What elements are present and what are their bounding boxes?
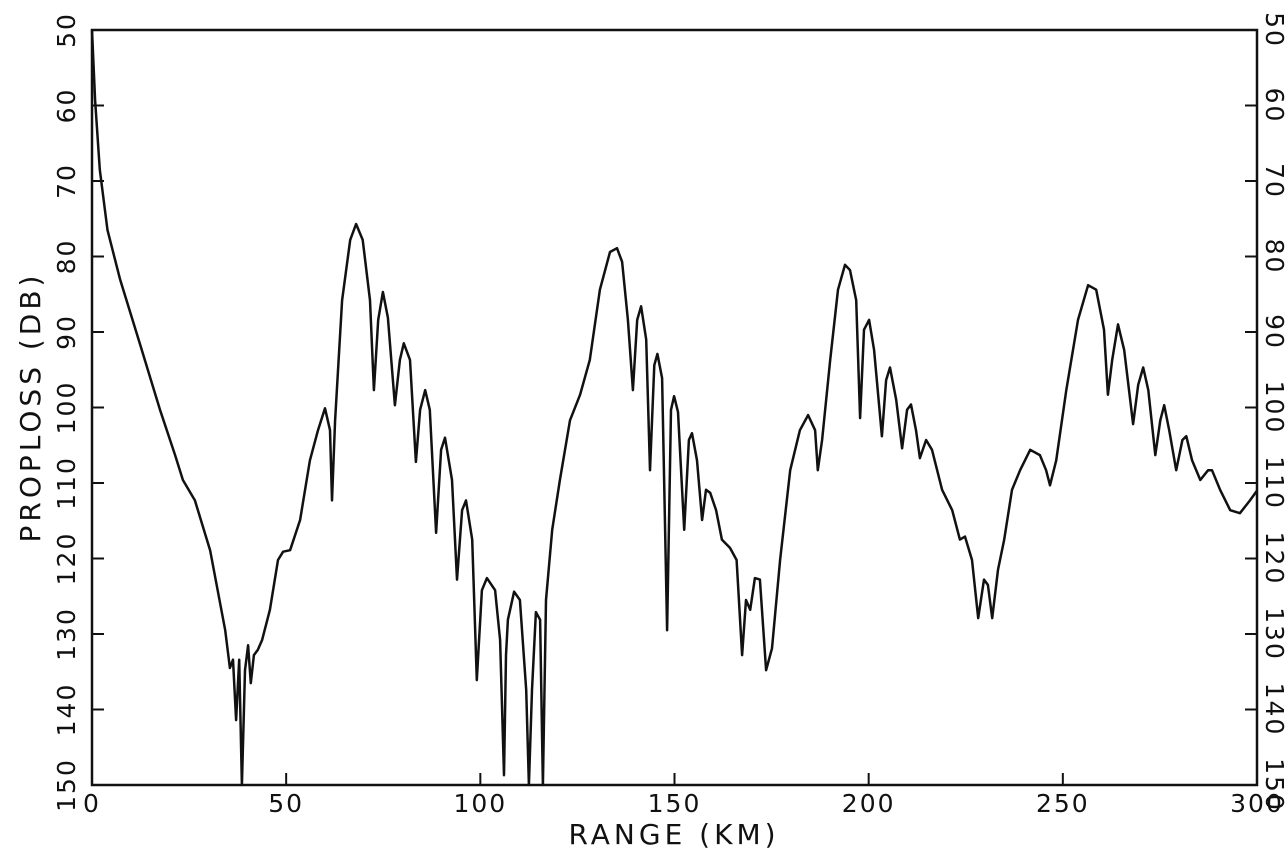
y2-tick-label: 140 <box>1260 683 1285 737</box>
x-axis-title: RANGE (KM) <box>568 818 779 851</box>
y-tick-label: 60 <box>52 88 81 124</box>
y2-tick-label: 130 <box>1260 607 1285 661</box>
y2-tick-label: 100 <box>1260 381 1285 435</box>
y2-tick-label: 50 <box>1260 12 1285 48</box>
y-tick-label: 150 <box>52 758 81 812</box>
y-tick-label: 90 <box>52 314 81 350</box>
y-tick-label: 110 <box>52 456 81 510</box>
x-tick-label: 50 <box>268 789 304 818</box>
y-tick-label: 50 <box>52 12 81 48</box>
y2-tick-label: 120 <box>1260 532 1285 586</box>
y2-tick-label: 80 <box>1260 239 1285 275</box>
plot-frame <box>90 28 1259 787</box>
data-line <box>90 29 1259 787</box>
y-tick-label: 140 <box>52 683 81 737</box>
x-tick-label: 150 <box>648 789 702 818</box>
x-tick-label: 100 <box>453 789 507 818</box>
y-tick-label: 80 <box>52 239 81 275</box>
x-tick-label: 300 <box>1230 789 1284 818</box>
y2-tick-label: 110 <box>1260 456 1285 510</box>
x-tick-label: 200 <box>842 789 896 818</box>
y-axis-title: PROPLOSS (DB) <box>14 272 47 543</box>
y-tick-label: 120 <box>52 532 81 586</box>
y2-tick-label: 60 <box>1260 88 1285 124</box>
y-tick-label: 100 <box>52 381 81 435</box>
y2-tick-label: 150 <box>1260 758 1285 812</box>
y-tick-label: 70 <box>52 163 81 199</box>
y-tick-label: 130 <box>52 607 81 661</box>
y2-tick-label: 90 <box>1260 314 1285 350</box>
x-tick-label: 0 <box>83 789 101 818</box>
x-tick-label: 250 <box>1036 789 1090 818</box>
y2-tick-label: 70 <box>1260 163 1285 199</box>
